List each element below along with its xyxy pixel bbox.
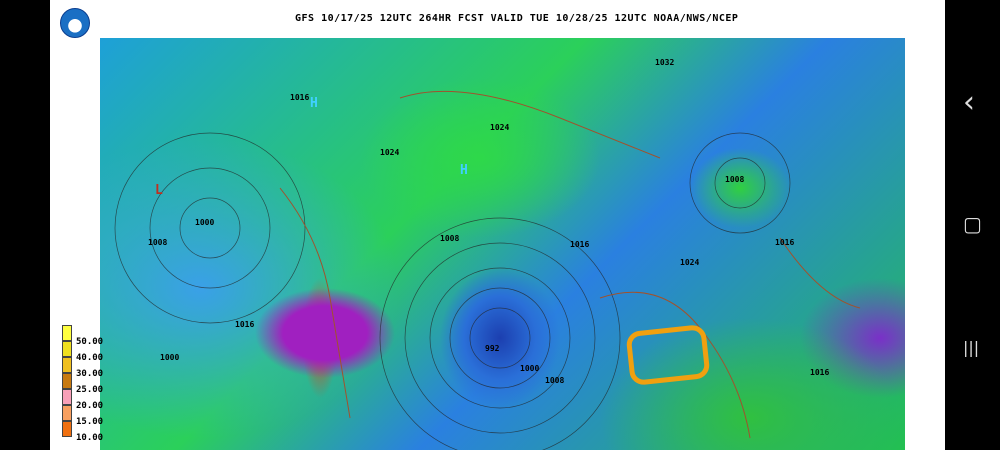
recents-button[interactable]: ||| (963, 338, 980, 357)
noaa-logo (60, 8, 90, 38)
pressure-label: 1016 (775, 238, 795, 247)
legend-label: 25.00 (76, 385, 104, 395)
pressure-label: 1016 (810, 368, 830, 377)
pressure-label: 1008 (440, 234, 460, 243)
isobars (114, 90, 861, 450)
pressure-label: 1000 (160, 353, 180, 362)
pressure-label: 1008 (545, 376, 565, 385)
back-button[interactable]: ‹ (963, 85, 975, 120)
legend-swatch (62, 373, 72, 389)
pressure-label: 992 (485, 344, 500, 353)
pressure-label: 1024 (380, 148, 400, 157)
legend-swatch (62, 389, 72, 405)
legend-label: 10.00 (76, 433, 104, 443)
pressure-label: 1016 (570, 240, 590, 249)
pressure-label: 1016 (290, 93, 310, 102)
legend-swatch (62, 405, 72, 421)
legend-label: 50.00 (76, 337, 104, 347)
legend-label: 30.00 (76, 369, 104, 379)
home-button[interactable]: ▢ (963, 212, 982, 236)
legend-swatch (62, 421, 72, 437)
pressure-label: 1024 (490, 123, 510, 132)
pressure-label: 1016 (235, 320, 255, 329)
legend-label: 20.00 (76, 401, 104, 411)
legend-swatch (62, 325, 72, 341)
high-pressure-marker: H (460, 163, 468, 178)
pressure-label: 1032 (655, 58, 675, 67)
pressure-label: 1024 (680, 258, 700, 267)
pressure-label: 1008 (725, 175, 745, 184)
high-pressure-marker: H (310, 96, 318, 111)
precip-legend: 50.00 40.00 30.00 25.00 20.00 15.00 10.0… (62, 325, 103, 443)
android-nav-bar: ‹ ▢ ||| (945, 0, 1000, 450)
pressure-label: 1000 (195, 218, 215, 227)
weather-map: 1016 1024 1024 1032 1000 1008 1008 1016 … (100, 38, 905, 450)
pressure-label: 1000 (520, 364, 540, 373)
highlight-circle (625, 323, 711, 387)
legend-label: 15.00 (76, 417, 104, 427)
map-title: GFS 10/17/25 12UTC 264HR FCST VALID TUE … (295, 13, 739, 24)
legend-swatch (62, 341, 72, 357)
low-pressure-marker: L (155, 183, 163, 198)
legend-label: 40.00 (76, 353, 104, 363)
pressure-label: 1008 (148, 238, 168, 247)
legend-swatch (62, 357, 72, 373)
